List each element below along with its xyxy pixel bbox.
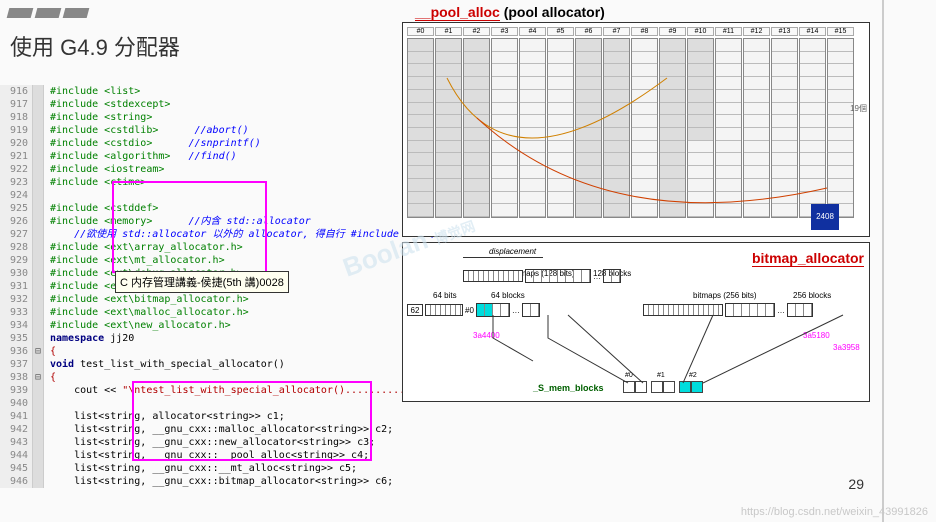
bits-64 [425, 304, 463, 316]
tooltip: C 内存管理講義-侯捷(5th 講)0028 [115, 271, 289, 293]
bitmap-row-256: … [643, 303, 813, 317]
hex-3: 3a3958 [833, 343, 860, 352]
bitmap-row-128: … [463, 269, 621, 283]
slot-labels: #0#1#2#3#4#5#6#7#8#9#10#11#12#13#14#15 [407, 27, 865, 36]
right-divider [882, 0, 884, 522]
hex-1: 3a4400 [473, 331, 500, 340]
bitmap-row-64: 62 #0 … [407, 303, 540, 317]
bitmap-allocator-title: bitmap_allocator [752, 250, 864, 267]
watermark-url: https://blog.csdn.net/weixin_43991826 [741, 506, 928, 518]
node-2: #2 [689, 372, 697, 379]
displacement-label: displacement [489, 247, 536, 256]
blocks-256 [725, 303, 775, 317]
label-256blocks: 256 blocks [793, 291, 831, 300]
bits-128 [463, 270, 523, 282]
page-title: 使用 G4.9 分配器 [10, 30, 180, 62]
mem-blocks [623, 381, 703, 393]
pool-columns [407, 38, 865, 218]
node-0: #0 [625, 372, 633, 379]
alloc-size: 2408 [811, 204, 839, 230]
header-decoration [8, 8, 88, 18]
label-64bits: 64 bits [433, 291, 457, 300]
bits-256 [643, 304, 723, 316]
val-62: 62 [407, 304, 423, 316]
blocks-64 [476, 303, 510, 317]
pool-alloc-title: __pool_alloc (pool allocator) [415, 4, 605, 20]
page-number: 29 [848, 476, 864, 492]
displacement-arrow [463, 257, 543, 258]
pool-count-label: 19個 [850, 103, 867, 114]
mem-blocks-label: _S_mem_blocks [533, 383, 604, 393]
pool-allocator-diagram: #0#1#2#3#4#5#6#7#8#9#10#11#12#13#14#15 2… [402, 22, 870, 237]
hex-2: 3a5180 [803, 331, 830, 340]
node-1: #1 [657, 372, 665, 379]
label-256bits: bitmaps (256 bits) [693, 291, 757, 300]
blocks-128 [525, 269, 591, 283]
label-64blocks: 64 blocks [491, 291, 525, 300]
